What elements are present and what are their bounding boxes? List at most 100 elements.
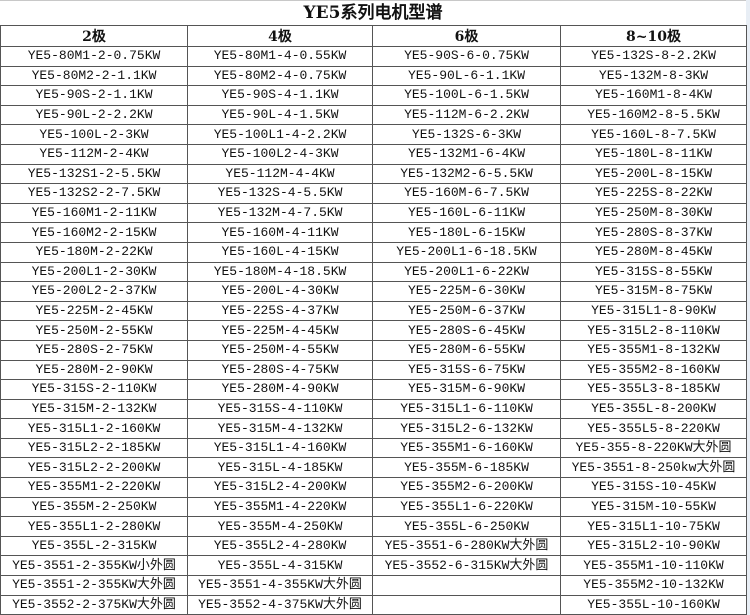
- table-cell[interactable]: YE5-315S-2-110KW: [0, 379, 188, 400]
- table-cell[interactable]: YE5-315S-4-110KW: [187, 398, 373, 420]
- table-cell[interactable]: YE5-3552-4-375KW大外圆: [187, 594, 373, 615]
- table-cell[interactable]: YE5-315L-4-185KW: [187, 457, 373, 479]
- table-cell[interactable]: YE5-180L-8-11KW: [560, 143, 747, 165]
- table-cell[interactable]: YE5-3551-2-355KW小外圆: [0, 555, 188, 577]
- table-cell[interactable]: YE5-200L1-6-22KW: [372, 261, 561, 283]
- table-cell[interactable]: YE5-355M-6-185KW: [372, 457, 561, 479]
- table-cell[interactable]: YE5-315M-2-132KW: [0, 398, 188, 420]
- table-cell[interactable]: YE5-132M-8-3KW: [560, 65, 747, 87]
- table-cell[interactable]: YE5-225S-8-22KW: [560, 183, 747, 204]
- table-cell[interactable]: YE5-160L-8-7.5KW: [560, 124, 747, 145]
- table-cell[interactable]: YE5-3551-2-355KW大外圆: [0, 575, 188, 596]
- table-cell[interactable]: YE5-315L1-4-160KW: [187, 437, 373, 459]
- table-cell[interactable]: YE5-250M-8-30KW: [560, 202, 747, 224]
- table-cell[interactable]: YE5-132S-6-3KW: [372, 124, 561, 145]
- table-cell[interactable]: YE5-355L5-8-220KW: [560, 418, 747, 439]
- table-cell[interactable]: YE5-3551-8-250kw大外圆: [560, 457, 747, 479]
- table-cell[interactable]: YE5-180M-2-22KW: [0, 241, 188, 263]
- table-cell[interactable]: YE5-355L-2-315KW: [0, 535, 188, 557]
- table-cell[interactable]: YE5-132S1-2-5.5KW: [0, 163, 188, 185]
- table-cell[interactable]: YE5-225M-4-45KW: [187, 320, 373, 341]
- table-cell[interactable]: YE5-315L2-6-132KW: [372, 418, 561, 439]
- table-cell[interactable]: YE5-280S-2-75KW: [0, 339, 188, 361]
- table-cell[interactable]: YE5-132M1-6-4KW: [372, 143, 561, 165]
- table-cell[interactable]: YE5-315S-10-45KW: [560, 477, 747, 498]
- table-cell[interactable]: YE5-280S-8-37KW: [560, 222, 747, 243]
- table-cell[interactable]: YE5-355L-10-160KW: [560, 594, 747, 615]
- table-cell[interactable]: YE5-315M-8-75KW: [560, 281, 747, 302]
- table-cell[interactable]: YE5-160L-4-15KW: [187, 241, 373, 263]
- table-cell[interactable]: YE5-90S-6-0.75KW: [372, 46, 561, 67]
- table-cell[interactable]: YE5-315L2-8-110KW: [560, 320, 747, 341]
- table-cell[interactable]: YE5-355L-4-315KW: [187, 555, 373, 577]
- table-cell[interactable]: YE5-355M2-6-200KW: [372, 477, 561, 498]
- table-cell[interactable]: YE5-160M-4-11KW: [187, 222, 373, 243]
- table-cell[interactable]: YE5-160M1-8-4KW: [560, 85, 747, 106]
- table-cell[interactable]: YE5-355M2-8-160KW: [560, 359, 747, 381]
- table-cell[interactable]: YE5-180M-4-18.5KW: [187, 261, 373, 283]
- table-cell[interactable]: YE5-100L2-4-3KW: [187, 143, 373, 165]
- table-cell[interactable]: YE5-100L-6-1.5KW: [372, 85, 561, 106]
- table-cell[interactable]: YE5-355L1-2-280KW: [0, 516, 188, 537]
- table-cell[interactable]: YE5-355L3-8-185KW: [560, 379, 747, 400]
- table-cell[interactable]: YE5-355L1-6-220KW: [372, 496, 561, 518]
- table-cell[interactable]: YE5-315M-6-90KW: [372, 379, 561, 400]
- table-cell[interactable]: YE5-355M1-8-132KW: [560, 339, 747, 361]
- table-cell[interactable]: YE5-250M-6-37KW: [372, 300, 561, 322]
- table-cell[interactable]: YE5-160M1-2-11KW: [0, 202, 188, 224]
- table-cell[interactable]: YE5-355M1-4-220KW: [187, 496, 373, 518]
- table-cell[interactable]: YE5-80M2-2-1.1KW: [0, 65, 188, 87]
- table-cell[interactable]: YE5-355L-6-250KW: [372, 516, 561, 537]
- table-cell[interactable]: YE5-225S-4-37KW: [187, 300, 373, 322]
- table-cell[interactable]: YE5-80M1-2-0.75KW: [0, 46, 188, 67]
- table-cell[interactable]: YE5-132M2-6-5.5KW: [372, 163, 561, 185]
- table-cell[interactable]: YE5-225M-6-30KW: [372, 281, 561, 302]
- table-cell[interactable]: YE5-100L1-4-2.2KW: [187, 124, 373, 145]
- table-cell[interactable]: YE5-280M-6-55KW: [372, 339, 561, 361]
- table-cell[interactable]: YE5-315L1-10-75KW: [560, 516, 747, 537]
- table-cell[interactable]: YE5-132S-4-5.5KW: [187, 183, 373, 204]
- table-cell[interactable]: YE5-132M-4-7.5KW: [187, 202, 373, 224]
- table-cell[interactable]: YE5-80M2-4-0.75KW: [187, 65, 373, 87]
- table-cell[interactable]: YE5-280M-8-45KW: [560, 241, 747, 263]
- table-cell[interactable]: YE5-160M2-8-5.5KW: [560, 104, 747, 126]
- table-cell[interactable]: YE5-3552-2-375KW大外圆: [0, 594, 188, 615]
- table-cell[interactable]: YE5-280S-6-45KW: [372, 320, 561, 341]
- table-cell[interactable]: YE5-225M-2-45KW: [0, 300, 188, 322]
- table-cell[interactable]: YE5-355M2-10-132KW: [560, 575, 747, 596]
- table-cell[interactable]: YE5-315L2-2-200KW: [0, 457, 188, 479]
- table-cell[interactable]: YE5-112M-4-4KW: [187, 163, 373, 185]
- table-cell[interactable]: YE5-355M-4-250KW: [187, 516, 373, 537]
- table-cell[interactable]: YE5-355M-2-250KW: [0, 496, 188, 518]
- table-cell[interactable]: YE5-112M-2-4KW: [0, 143, 188, 165]
- table-cell[interactable]: YE5-100L-2-3KW: [0, 124, 188, 145]
- table-cell[interactable]: YE5-3551-4-355KW大外圆: [187, 575, 373, 596]
- table-cell[interactable]: YE5-200L-4-30KW: [187, 281, 373, 302]
- table-cell[interactable]: YE5-180L-6-15KW: [372, 222, 561, 243]
- table-cell[interactable]: YE5-250M-2-55KW: [0, 320, 188, 341]
- table-cell[interactable]: [372, 575, 561, 596]
- table-cell[interactable]: YE5-315S-6-75KW: [372, 359, 561, 381]
- table-cell[interactable]: YE5-280M-2-90KW: [0, 359, 188, 381]
- table-cell[interactable]: YE5-3551-6-280KW大外圆: [372, 535, 561, 557]
- table-cell[interactable]: YE5-160M2-2-15KW: [0, 222, 188, 243]
- table-cell[interactable]: YE5-80M1-4-0.55KW: [187, 46, 373, 67]
- table-cell[interactable]: YE5-315L1-8-90KW: [560, 300, 747, 322]
- table-cell[interactable]: YE5-90S-2-1.1KW: [0, 85, 188, 106]
- table-cell[interactable]: YE5-355M1-6-160KW: [372, 437, 561, 459]
- table-cell[interactable]: YE5-315L2-10-90KW: [560, 535, 747, 557]
- table-cell[interactable]: [372, 594, 561, 615]
- table-cell[interactable]: YE5-112M-6-2.2KW: [372, 104, 561, 126]
- table-cell[interactable]: YE5-90L-4-1.5KW: [187, 104, 373, 126]
- table-cell[interactable]: YE5-160L-6-11KW: [372, 202, 561, 224]
- table-cell[interactable]: YE5-315L2-4-200KW: [187, 477, 373, 498]
- table-cell[interactable]: YE5-132S-8-2.2KW: [560, 46, 747, 67]
- table-cell[interactable]: YE5-90L-6-1.1KW: [372, 65, 561, 87]
- table-cell[interactable]: YE5-355L2-4-280KW: [187, 535, 373, 557]
- table-cell[interactable]: YE5-160M-6-7.5KW: [372, 183, 561, 204]
- table-cell[interactable]: YE5-315L2-2-185KW: [0, 437, 188, 459]
- table-cell[interactable]: YE5-280M-4-90KW: [187, 379, 373, 400]
- table-cell[interactable]: YE5-200L-8-15KW: [560, 163, 747, 185]
- table-cell[interactable]: YE5-315M-4-132KW: [187, 418, 373, 439]
- table-cell[interactable]: YE5-90S-4-1.1KW: [187, 85, 373, 106]
